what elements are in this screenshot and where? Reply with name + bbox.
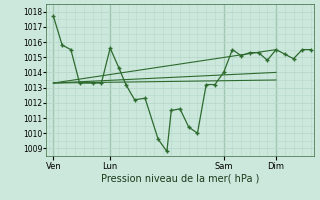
X-axis label: Pression niveau de la mer( hPa ): Pression niveau de la mer( hPa ) [101, 173, 259, 183]
